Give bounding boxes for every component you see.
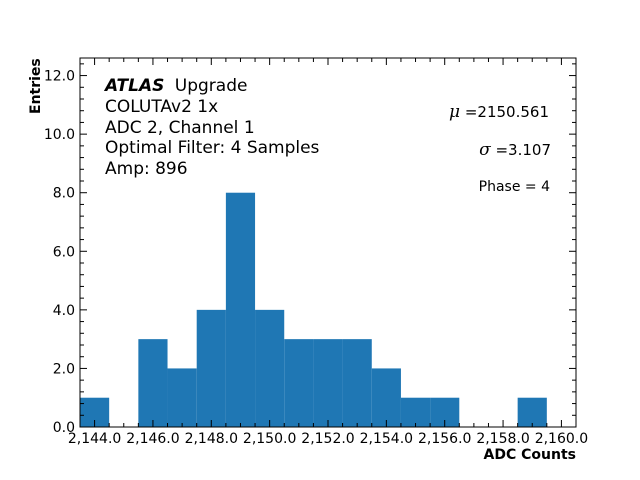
y-tick-label: 12.0 (44, 69, 75, 85)
histogram-bar (342, 339, 372, 427)
x-tick-label: 2,156.0 (418, 431, 471, 447)
histogram-bar (517, 397, 547, 427)
y-tick-labels: 0.0 2.0 4.0 6.0 8.0 10.0 12.0 (44, 69, 75, 436)
x-tick-label: 2,158.0 (476, 431, 529, 447)
atlas-upgrade-text: Upgrade (175, 76, 248, 96)
atlas-logo-text: ATLAS (103, 76, 164, 96)
plot-frame (79, 57, 577, 428)
histogram-bar (400, 397, 431, 427)
histogram-bar (167, 368, 197, 427)
histogram-bar (371, 368, 401, 427)
x-tick-label: 2,152.0 (301, 431, 354, 447)
histogram-bars (80, 192, 547, 427)
phase-label: Phase = 4 (479, 179, 550, 195)
y-axis-title: Entries (28, 58, 44, 114)
sigma-symbol: σ (479, 140, 491, 160)
x-tick-label: 2,154.0 (360, 431, 413, 447)
y-tick-label: 4.0 (53, 303, 75, 319)
mu-value: =2150.561 (460, 103, 549, 121)
x-tick-labels: 2,144.0 2,146.0 2,148.0 2,150.0 2,152.0 2,154… (68, 431, 588, 447)
mean-stat: μ =2150.561 (449, 102, 549, 122)
x-axis-title: ADC Counts (484, 447, 576, 463)
sigma-stat: σ =3.107 (479, 140, 551, 160)
atlas-label: ATLAS Upgrade (103, 76, 247, 96)
histogram-bar (284, 339, 314, 427)
filter-label: Optimal Filter: 4 Samples (105, 138, 320, 158)
mu-symbol: μ (449, 102, 460, 122)
x-tick-label: 2,144.0 (68, 431, 121, 447)
y-tick-label: 2.0 (53, 361, 75, 377)
histogram-bar (138, 339, 168, 427)
x-tick-label: 2,150.0 (243, 431, 296, 447)
device-label: COLUTAv2 1x (105, 97, 218, 117)
histogram-bar (196, 309, 226, 427)
channel-label: ADC 2, Channel 1 (105, 118, 255, 138)
y-tick-label: 0.0 (53, 420, 75, 436)
sigma-value: =3.107 (491, 141, 551, 159)
y-tick-label: 10.0 (44, 127, 75, 143)
x-tick-label: 2,148.0 (185, 431, 238, 447)
histogram-bar (255, 309, 285, 427)
x-tick-label: 2,146.0 (126, 431, 179, 447)
histogram-bar (225, 192, 256, 427)
y-tick-label: 6.0 (53, 244, 75, 260)
x-tick-label: 2,160.0 (535, 431, 588, 447)
amp-label: Amp: 896 (105, 159, 188, 179)
histogram-bar (313, 339, 343, 427)
y-tick-label: 8.0 (53, 186, 75, 202)
